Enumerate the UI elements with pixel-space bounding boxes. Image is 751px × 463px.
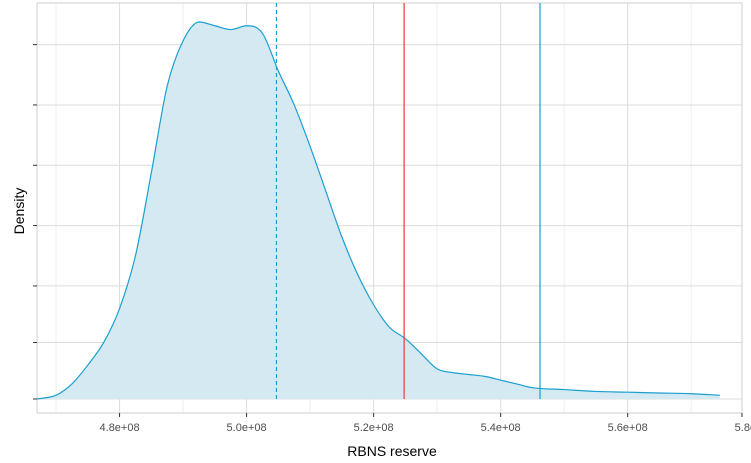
plot-panel-border	[36, 2, 743, 414]
x-tick-label: 5.6e+08	[608, 422, 648, 434]
x-tick-label: 4.8e+08	[100, 422, 140, 434]
x-tick-label: 5.4e+08	[481, 422, 521, 434]
x-axis-ticks: 4.8e+08 5.0e+08 5.2e+08 5.4e+08 5.6e+08 5.8e+…	[100, 413, 751, 434]
x-tick-label: 5.8e+08	[735, 422, 751, 434]
density-curve	[36, 21, 720, 400]
y-axis-ticks	[33, 44, 37, 400]
x-tick-label: 5.0e+08	[227, 422, 267, 434]
density-area-fill	[37, 22, 720, 399]
x-tick-label: 5.2e+08	[354, 422, 394, 434]
x-axis-title: RBNS reserve	[347, 443, 437, 459]
reference-lines-layer	[275, 3, 541, 399]
area-layer	[36, 21, 720, 400]
y-axis-title: Density	[11, 188, 27, 235]
